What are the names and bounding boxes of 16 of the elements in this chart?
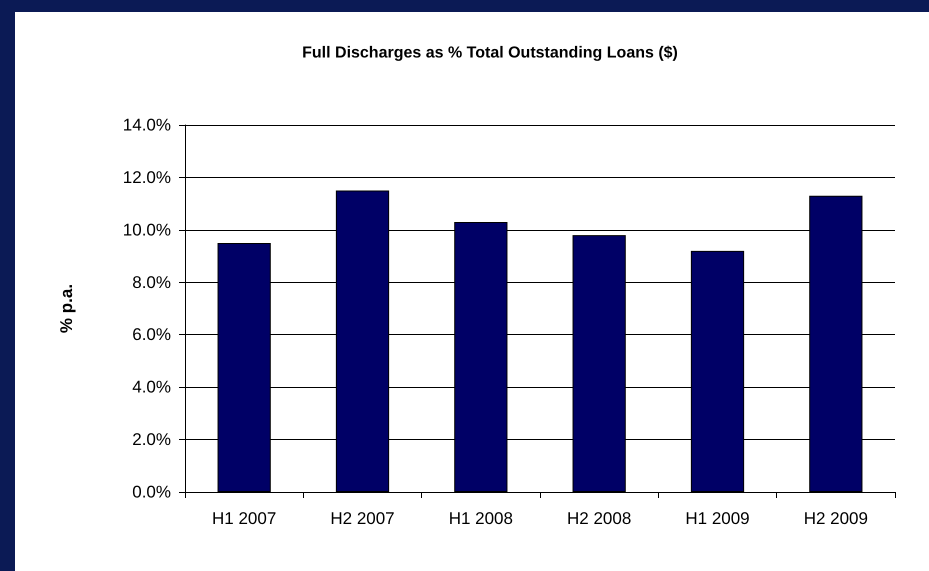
y-tick-label: 10.0% [122,220,171,240]
y-tick-label: 6.0% [132,325,171,344]
y-tick-label: 0.0% [132,482,171,502]
x-tick-label: H1 2008 [448,509,513,528]
x-tick-label: H1 2009 [685,509,750,528]
y-tick-label: 8.0% [132,272,171,292]
chart-title: Full Discharges as % Total Outstanding Loans ($) [302,44,678,62]
y-tick-label: 12.0% [122,168,171,187]
y-tick-label: 4.0% [132,378,171,397]
x-tick-label: H1 2007 [212,509,276,528]
x-tick-label: H2 2008 [567,509,632,528]
y-axis-title: % p.a. [57,284,76,334]
x-tick-label: H2 2007 [330,509,395,528]
y-tick-label: 14.0% [122,116,171,134]
x-tick-label: H2 2009 [804,509,868,528]
y-tick-label: 2.0% [132,430,171,450]
